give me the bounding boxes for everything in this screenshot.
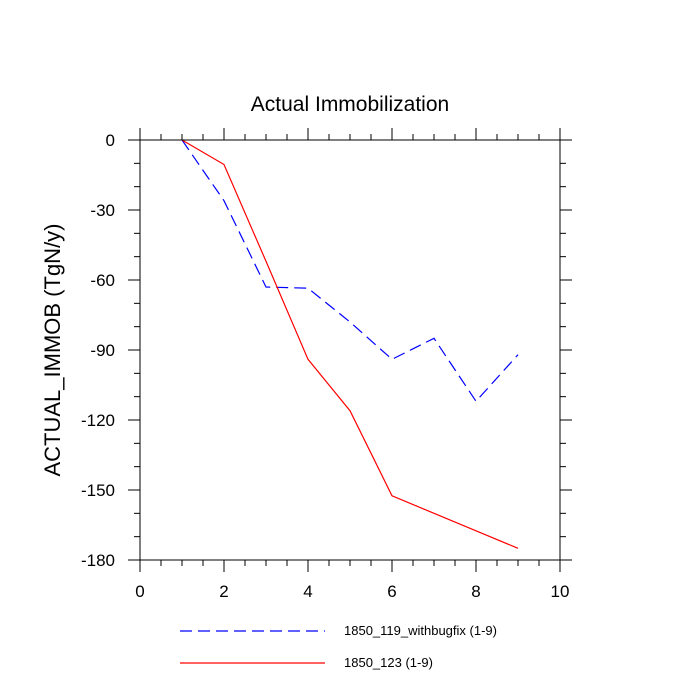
plot-frame [139, 139, 561, 561]
y-tick-label: -60 [90, 271, 115, 290]
legend: 1850_119_withbugfix (1-9) 1850_123 (1-9) [180, 623, 497, 670]
y-tick-label: -180 [81, 551, 115, 570]
y-tick-label: -30 [90, 201, 115, 220]
axis-tick-labels: 0 2 4 6 8 10 0 -30 -60 -90 -120 -150 -180 [81, 131, 569, 601]
y-axis-label: ACTUAL_IMMOB (TgN/y) [40, 223, 65, 476]
series-line-1 [181, 139, 519, 403]
y-tick-label: -120 [81, 411, 115, 430]
series-lines [181, 139, 519, 549]
x-tick-label: 10 [551, 582, 570, 601]
legend-label-1: 1850_119_withbugfix (1-9) [344, 623, 497, 638]
chart-title: Actual Immobilization [251, 93, 449, 116]
x-tick-label: 2 [219, 582, 228, 601]
x-tick-label: 8 [471, 582, 480, 601]
axis-ticks [128, 128, 572, 572]
x-tick-label: 6 [387, 582, 396, 601]
series-line-2 [181, 139, 519, 549]
y-tick-label: -90 [90, 341, 115, 360]
x-tick-label: 4 [303, 582, 312, 601]
y-tick-label: 0 [106, 131, 115, 150]
x-tick-label: 0 [135, 582, 144, 601]
legend-label-2: 1850_123 (1-9) [344, 655, 433, 670]
y-tick-label: -150 [81, 481, 115, 500]
